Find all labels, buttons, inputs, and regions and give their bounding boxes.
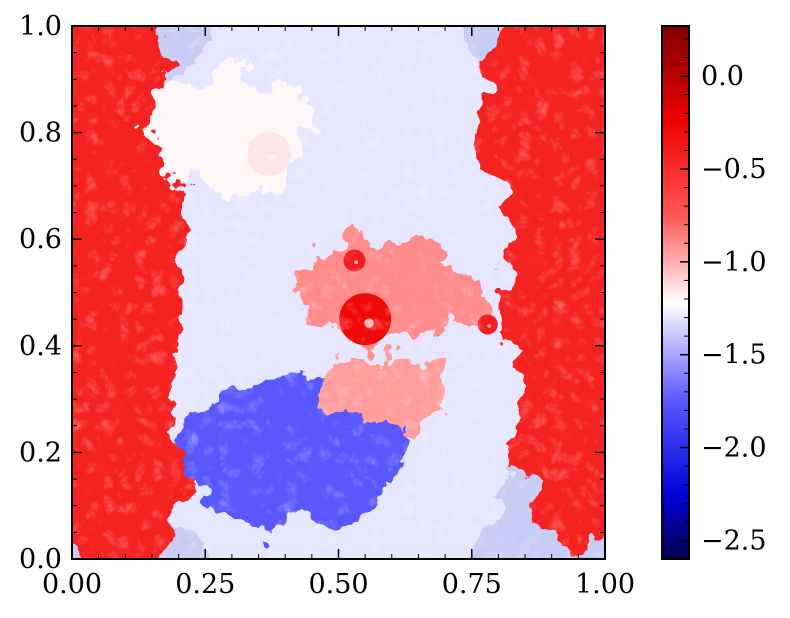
colorbar-tick-label: 0.0 <box>701 61 744 92</box>
colorbar-tick-label: −2.0 <box>701 433 767 464</box>
y-tick-label: 1.0 <box>19 11 62 42</box>
x-tick-label: 0.75 <box>442 569 502 600</box>
y-tick-label: 0.2 <box>19 437 62 468</box>
colorbar-tick-label: −1.5 <box>701 340 767 371</box>
colorbar-tick-label: −2.5 <box>701 525 767 556</box>
y-axis: 0.0 0.2 0.4 0.6 0.8 1.0 <box>19 11 605 575</box>
colorbar <box>661 25 690 560</box>
heatmap-field <box>72 26 605 559</box>
colorbar-axis: 0.0 −0.5 −1.0 −1.5 −2.0 −2.5 <box>680 38 767 560</box>
x-tick-label: 0.25 <box>175 569 235 600</box>
y-tick-label: 0.6 <box>19 224 62 255</box>
x-tick-label: 0.50 <box>308 569 368 600</box>
y-tick-label: 0.4 <box>19 331 62 362</box>
colorbar-tick-label: −0.5 <box>701 154 767 185</box>
y-tick-label: 0.0 <box>19 544 62 575</box>
x-axis: 0.00 0.25 0.50 0.75 1.00 <box>42 26 635 600</box>
y-tick-label: 0.8 <box>19 118 62 149</box>
x-tick-label: 0.00 <box>42 569 102 600</box>
colorbar-tick-label: −1.0 <box>701 247 767 278</box>
x-tick-label: 1.00 <box>575 569 635 600</box>
